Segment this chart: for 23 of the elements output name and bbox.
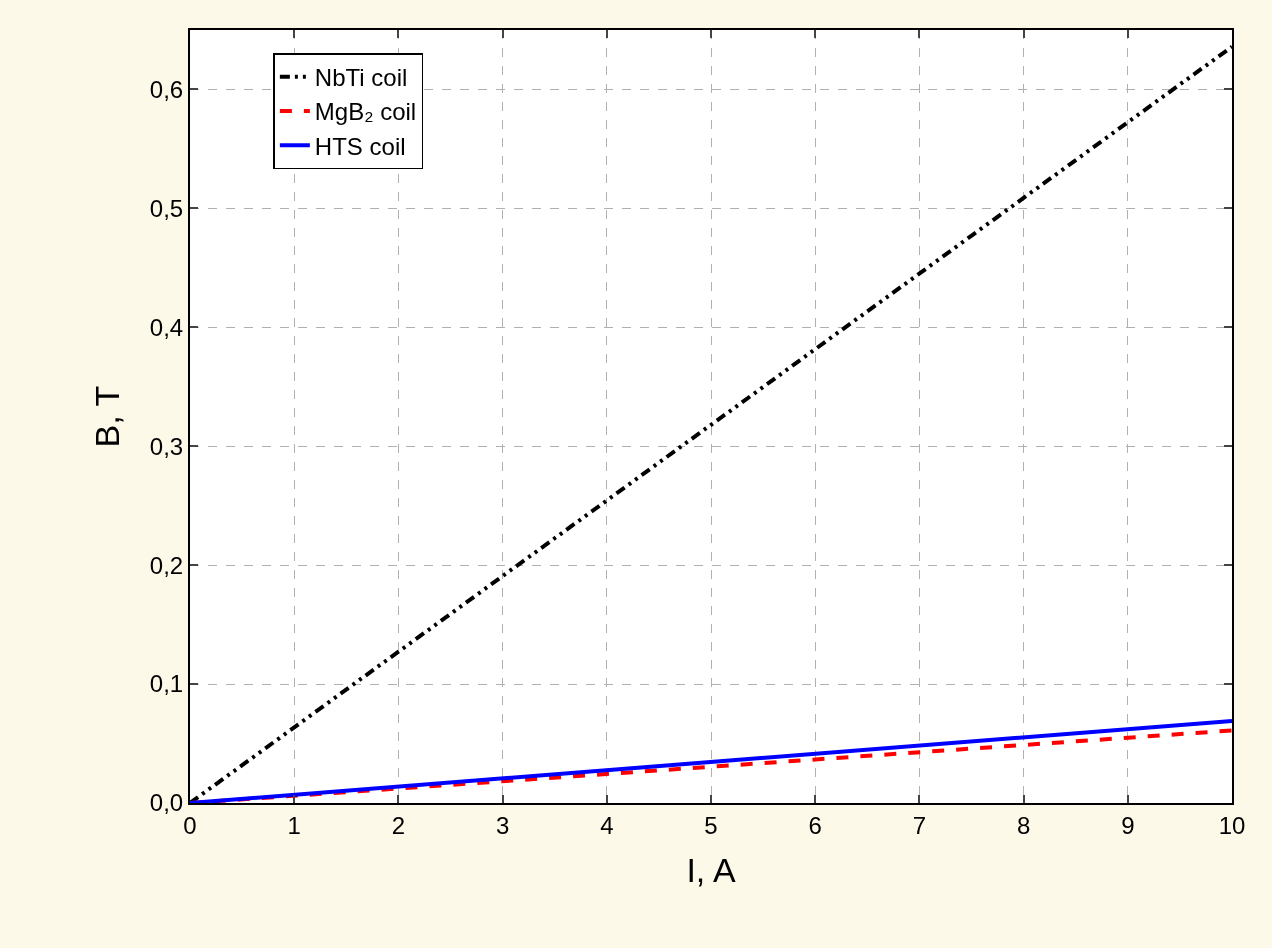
- y-tick-label: 0,4: [149, 313, 184, 341]
- y-tick-label: 0,5: [149, 194, 184, 222]
- x-tick-label: 7: [912, 811, 927, 839]
- y-tick-label: 0,0: [149, 789, 184, 817]
- x-tick-label: 5: [704, 811, 718, 839]
- y-axis-title: B, T: [87, 385, 126, 448]
- x-tick-label: 6: [808, 811, 822, 839]
- x-tick-label: 8: [1016, 811, 1031, 839]
- y-tick-label: 0,2: [149, 551, 184, 579]
- legend-label: MgB₂ coil: [314, 98, 417, 126]
- y-tick-label: 0,1: [149, 670, 184, 698]
- x-tick-label: 10: [1218, 811, 1246, 839]
- x-axis-title: I, A: [686, 850, 736, 889]
- x-tick-label: 1: [287, 811, 301, 839]
- legend-label: HTS coil: [314, 132, 406, 160]
- x-tick-label: 0: [183, 811, 197, 839]
- x-tick-label: 3: [495, 811, 510, 839]
- y-tick-label: 0,3: [149, 432, 184, 460]
- legend-label: NbTi coil: [314, 64, 408, 92]
- x-tick-label: 2: [391, 811, 406, 839]
- x-tick-label: 9: [1121, 811, 1135, 839]
- x-tick-label: 4: [600, 811, 614, 839]
- y-tick-label: 0,6: [149, 75, 184, 103]
